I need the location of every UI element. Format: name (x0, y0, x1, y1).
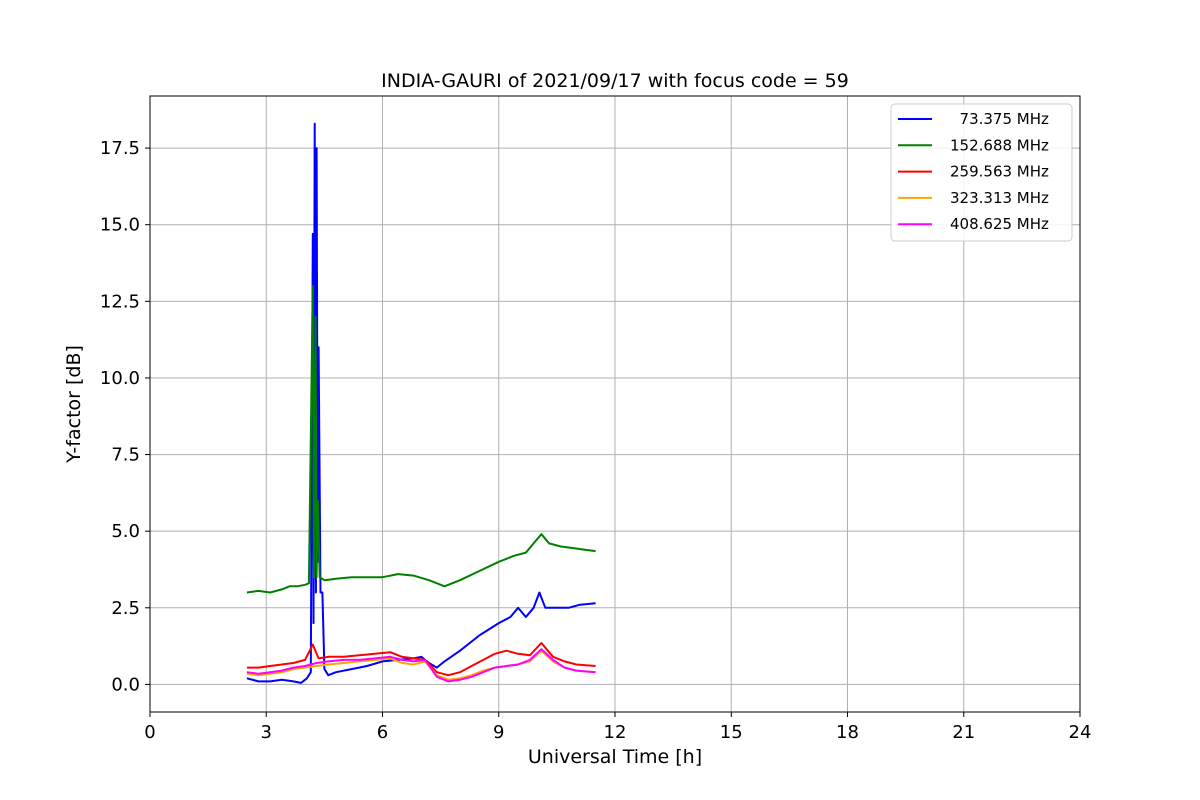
legend-label: 323.313 MHz (950, 189, 1049, 207)
x-tick-label: 6 (377, 722, 388, 743)
y-axis: 0.0 2.5 5.0 7.5 10.0 12.5 15.0 17.5 (100, 138, 150, 695)
x-tick-label: 9 (493, 722, 504, 743)
y-tick-label: 2.5 (111, 598, 140, 619)
x-axis-label: Universal Time [h] (528, 746, 702, 768)
x-tick-label: 3 (261, 722, 272, 743)
y-tick-label: 12.5 (100, 291, 140, 312)
y-tick-label: 10.0 (100, 368, 140, 389)
x-tick-label: 24 (1069, 722, 1092, 743)
x-tick-label: 21 (952, 722, 975, 743)
y-tick-label: 0.0 (111, 674, 140, 695)
x-axis: 0 3 6 9 12 15 18 21 24 (144, 712, 1091, 743)
legend-label: 73.375 MHz (950, 110, 1049, 128)
grid (149, 96, 1081, 712)
series-line-1 (246, 122, 596, 684)
series-line-5 (246, 648, 596, 683)
x-tick-label: 15 (720, 722, 743, 743)
y-tick-label: 15.0 (100, 215, 140, 236)
series-line-4 (246, 649, 596, 681)
x-tick-label: 0 (144, 722, 155, 743)
y-axis-label: Y-factor [dB] (63, 345, 85, 464)
legend: 73.375 MHz 152.688 MHz 259.563 MHz 323.313 … (890, 103, 1073, 242)
x-tick-label: 12 (604, 722, 627, 743)
legend-frame (890, 103, 1073, 242)
x-tick-label: 18 (836, 722, 859, 743)
legend-label: 152.688 MHz (950, 136, 1049, 154)
legend-label: 408.625 MHz (950, 215, 1049, 233)
legend-label: 259.563 MHz (950, 163, 1049, 181)
y-tick-label: 17.5 (100, 138, 140, 159)
series-line-3 (246, 642, 596, 677)
series-line-2 (246, 285, 596, 594)
y-tick-label: 5.0 (111, 521, 140, 542)
chart-title: INDIA-GAURI of 2021/09/17 with focus cod… (381, 70, 849, 92)
series-layer (246, 122, 596, 684)
y-tick-label: 7.5 (111, 445, 140, 466)
